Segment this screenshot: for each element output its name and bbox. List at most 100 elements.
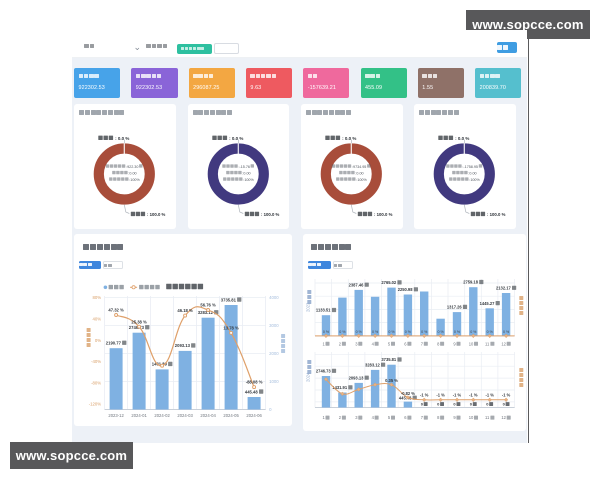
svg-text:2024-04: 2024-04 [201,413,217,418]
svg-text:2024-01: 2024-01 [132,413,148,418]
svg-text:5: 5 [388,341,391,346]
svg-text:1000: 1000 [269,379,279,384]
svg-text::0.00: :0.00 [129,171,137,175]
svg-text:0: 0 [269,407,272,412]
svg-text:6: 6 [404,341,407,346]
svg-text:0 %: 0 % [487,330,494,334]
svg-text:4: 4 [372,415,375,420]
svg-text:445.48: 445.48 [399,395,412,400]
svg-text::100%: :100% [470,178,481,182]
svg-text::100%: :100% [130,178,141,182]
svg-text:0: 0 [470,402,473,407]
svg-text:3000: 3000 [269,323,279,328]
svg-text:: 0.0 %: : 0.0 % [115,136,129,141]
svg-text:4: 4 [372,341,375,346]
svg-text:2023-12: 2023-12 [109,413,125,418]
svg-text:3735.81: 3735.81 [381,357,397,362]
svg-text:2093.13: 2093.13 [175,343,191,348]
svg-text:8: 8 [437,341,440,346]
svg-text::0.00: :0.00 [242,171,250,175]
svg-text::922.30: :922.30 [126,165,138,169]
svg-text:2093.13: 2093.13 [349,375,365,380]
svg-text:: 0.0 %: : 0.0 % [229,136,243,141]
svg-text:1: 1 [323,341,326,346]
svg-text:4000: 4000 [269,295,279,300]
svg-text:-1 %: -1 % [502,393,511,398]
svg-text:9: 9 [453,341,456,346]
svg-text:11: 11 [485,341,490,346]
svg-text:3283.12: 3283.12 [365,362,381,367]
svg-text:12: 12 [501,415,506,420]
svg-text::9734.95: :9734.95 [352,165,366,169]
svg-text:5: 5 [388,415,391,420]
svg-text:-1 %: -1 % [436,393,445,398]
svg-text:-88.08 %: -88.08 % [246,380,263,385]
svg-text:2190.77: 2190.77 [106,340,122,345]
svg-text:1133.51: 1133.51 [316,308,331,313]
svg-text:3: 3 [355,415,358,420]
svg-text:-1 %: -1 % [420,393,429,398]
svg-text::-15.76: :-15.76 [238,165,249,169]
svg-text:2024-06: 2024-06 [247,413,263,418]
svg-text:2024-05: 2024-05 [224,413,240,418]
svg-text:0.35 %: 0.35 % [385,378,398,383]
svg-text:-1 %: -1 % [485,393,494,398]
svg-text:-40%: -40% [91,359,101,364]
svg-text::-1758.95: :-1758.95 [463,165,479,169]
svg-text:2132.17: 2132.17 [496,286,512,291]
svg-text:0 %: 0 % [421,330,428,334]
svg-text:9: 9 [453,415,456,420]
svg-text:0: 0 [421,402,424,407]
svg-text:40%: 40% [93,317,102,322]
svg-text:-1 %: -1 % [469,393,478,398]
svg-text:2250.98: 2250.98 [398,287,414,292]
svg-text:8: 8 [437,415,440,420]
svg-text:: 100.0 %: : 100.0 % [487,212,506,217]
svg-text:0 %: 0 % [437,330,444,334]
svg-text:2024-02: 2024-02 [155,413,171,418]
svg-text:: 100.0 %: : 100.0 % [374,212,393,217]
svg-text:0: 0 [453,402,456,407]
svg-text:0 %: 0 % [323,330,330,334]
svg-text:3: 3 [355,341,358,346]
svg-text:7: 7 [421,415,424,420]
svg-text:0: 0 [486,402,489,407]
svg-text:0%: 0% [95,338,101,343]
svg-text:1431.91: 1431.91 [332,385,348,390]
svg-text:0 %: 0 % [405,330,412,334]
svg-text:: 100.0 %: : 100.0 % [261,212,280,217]
svg-text:-0.82 %: -0.82 % [401,391,415,396]
svg-text::0.00: :0.00 [469,171,477,175]
svg-text:0 %: 0 % [454,330,461,334]
svg-text:25.38 %: 25.38 % [132,319,148,324]
svg-text:2: 2 [339,415,342,420]
svg-text:0: 0 [503,402,506,407]
svg-text:2023: 2023 [306,302,311,312]
svg-text:1445.27: 1445.27 [480,301,496,306]
svg-text:2746.73: 2746.73 [129,325,145,330]
svg-text:2765.02: 2765.02 [381,280,397,285]
svg-text:2024-03: 2024-03 [178,413,194,418]
svg-text:2024: 2024 [306,372,311,382]
svg-text:2000: 2000 [269,351,279,356]
svg-text:0 %: 0 % [388,330,395,334]
svg-text:2387.46: 2387.46 [349,282,365,287]
svg-text:1431.89: 1431.89 [152,362,168,367]
svg-text:46.18 %: 46.18 % [178,308,194,313]
svg-text:13.78 %: 13.78 % [224,326,240,331]
svg-text:47.32 %: 47.32 % [109,308,125,313]
svg-text:12: 12 [501,341,506,346]
svg-text::0.00: :0.00 [355,171,363,175]
svg-text:10: 10 [469,415,474,420]
svg-text:: 0.0 %: : 0.0 % [455,136,469,141]
svg-text:-120%: -120% [89,402,102,407]
svg-text:0 %: 0 % [339,330,346,334]
svg-text:445.48: 445.48 [245,389,258,394]
svg-text:2759.18: 2759.18 [463,280,479,285]
svg-text:-1 %: -1 % [453,393,462,398]
svg-text:3283.12: 3283.12 [198,310,214,315]
svg-text:7: 7 [421,341,424,346]
svg-text::100%: :100% [356,178,367,182]
svg-text::100%: :100% [243,178,254,182]
svg-text:80%: 80% [93,295,102,300]
